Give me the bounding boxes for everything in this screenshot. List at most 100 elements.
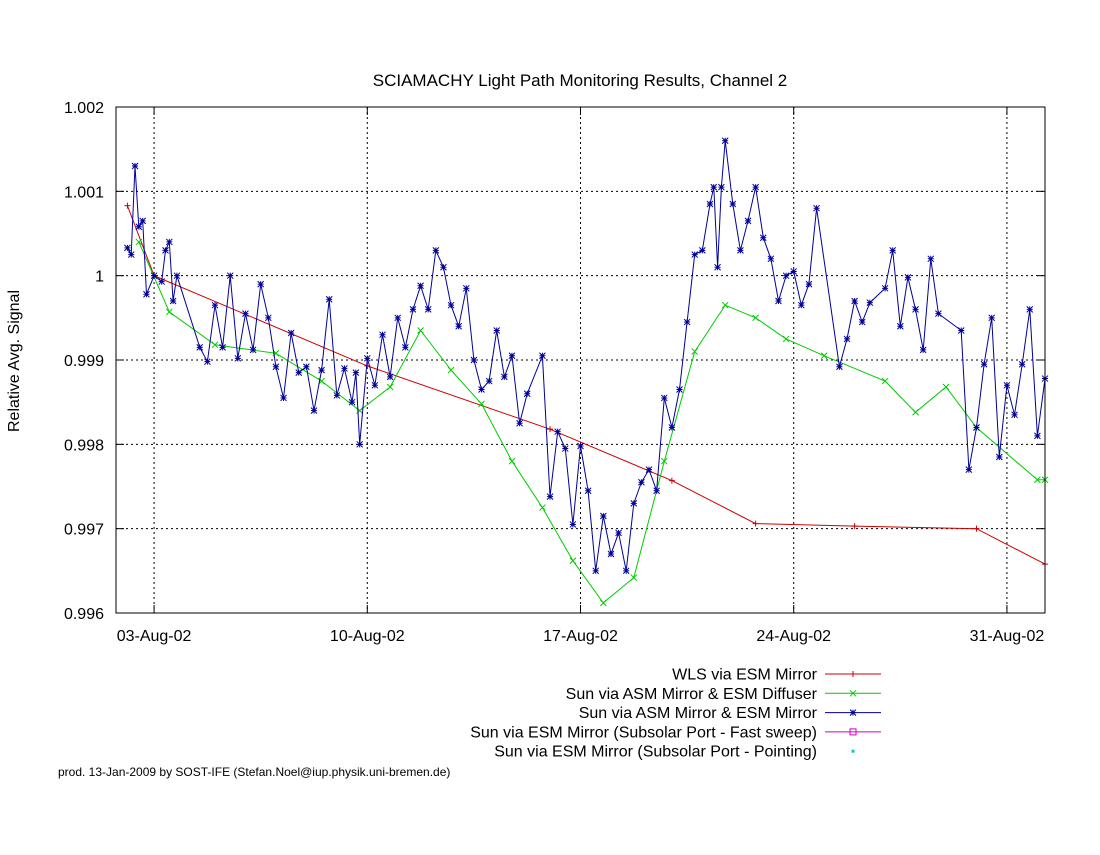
data-point — [820, 352, 828, 360]
data-point — [630, 500, 638, 507]
y-axis-label: Relative Avg. Signal — [6, 290, 23, 432]
series-2 — [124, 137, 1049, 575]
data-point — [660, 457, 668, 465]
data-point — [432, 247, 440, 254]
data-point — [729, 200, 737, 208]
y-tick-label: 1 — [95, 269, 104, 286]
data-point — [714, 263, 721, 271]
y-tick-label: 1.001 — [64, 184, 104, 201]
data-point — [219, 343, 226, 351]
axes: 0.996 0.997 0.998 0.999 1 1.001 1.002 03-Aug-02… — [64, 100, 1045, 645]
x-tick-label: 24-Aug-02 — [756, 628, 831, 645]
series-0 — [124, 202, 1048, 568]
legend-label: Sun via ASM Mirror & ESM Diffuser — [566, 686, 818, 703]
data-point — [249, 346, 257, 354]
data-point — [508, 457, 516, 465]
data-point — [973, 424, 980, 431]
series-line — [126, 140, 1046, 571]
data-point — [752, 520, 759, 527]
data-point — [668, 424, 676, 431]
data-point — [752, 183, 759, 191]
data-point — [744, 217, 752, 225]
data-point — [797, 301, 805, 309]
series-1 — [135, 238, 1049, 607]
data-point — [508, 352, 516, 360]
legend-label: Sun via ESM Mirror (Subsolar Port - Fast… — [470, 724, 817, 741]
data-point — [424, 306, 432, 313]
data-point — [889, 247, 897, 254]
data-point — [478, 386, 485, 393]
data-point — [866, 299, 874, 307]
data-point — [615, 529, 622, 537]
data-point — [356, 440, 364, 448]
data-point — [554, 428, 562, 436]
data-point — [668, 477, 675, 484]
data-point — [150, 272, 158, 280]
data-point — [737, 247, 744, 254]
data-point — [973, 525, 980, 532]
data-point — [721, 301, 729, 309]
data-point — [904, 273, 912, 281]
chart-title: SCIAMACHY Light Path Monitoring Results,… — [373, 71, 788, 90]
data-point — [881, 284, 889, 292]
grid — [116, 107, 1045, 613]
data-point — [485, 377, 493, 385]
data-point — [698, 247, 706, 254]
data-point — [447, 366, 455, 374]
data-point — [539, 504, 546, 511]
data-point — [310, 407, 318, 414]
legend-swatch-marker — [849, 709, 857, 716]
data-point — [409, 306, 417, 313]
series-line — [138, 241, 1045, 604]
data-point — [638, 478, 645, 486]
data-point — [782, 335, 790, 343]
data-point — [333, 392, 341, 399]
data-point — [569, 557, 577, 565]
data-point — [234, 354, 242, 362]
data-point — [718, 183, 725, 191]
y-tick-label: 0.999 — [64, 353, 104, 370]
data-point — [1011, 411, 1018, 419]
data-point — [478, 400, 485, 408]
data-point — [417, 327, 424, 334]
data-point — [653, 487, 661, 495]
data-point — [691, 251, 699, 258]
data-point — [325, 295, 333, 303]
data-point — [447, 301, 455, 309]
data-point — [660, 394, 668, 402]
data-point — [318, 366, 325, 374]
data-point — [352, 369, 360, 377]
data-point — [1034, 476, 1041, 484]
data-point — [935, 310, 942, 317]
data-point — [165, 308, 173, 316]
footer-credit: prod. 13-Jan-2009 by SOST-IFE (Stefan.No… — [58, 765, 450, 779]
y-tick-label: 0.996 — [64, 606, 104, 623]
x-tick-label: 17-Aug-02 — [543, 628, 618, 645]
data-point — [165, 238, 173, 246]
legend-swatch-marker — [851, 749, 855, 753]
y-tick-label: 0.998 — [64, 437, 104, 454]
data-point — [912, 306, 919, 313]
data-point — [341, 365, 348, 372]
data-point — [1026, 306, 1034, 313]
data-point — [1034, 432, 1041, 440]
data-point — [676, 386, 683, 393]
data-point — [394, 314, 402, 322]
data-point — [211, 341, 219, 349]
data-point — [919, 346, 927, 354]
data-point — [1018, 360, 1026, 368]
data-point — [775, 297, 782, 305]
legend: WLS via ESM Mirror Sun via ASM Mirror & E… — [470, 667, 881, 761]
data-point — [280, 394, 287, 402]
data-point — [547, 426, 554, 433]
data-point — [706, 200, 714, 208]
data-point — [124, 202, 131, 209]
data-point — [942, 383, 950, 391]
data-point — [645, 466, 653, 473]
data-point — [287, 329, 295, 337]
data-point — [386, 383, 394, 391]
data-point — [851, 523, 858, 530]
series-line — [126, 205, 1046, 565]
data-point — [226, 272, 234, 280]
data-point — [135, 238, 143, 246]
